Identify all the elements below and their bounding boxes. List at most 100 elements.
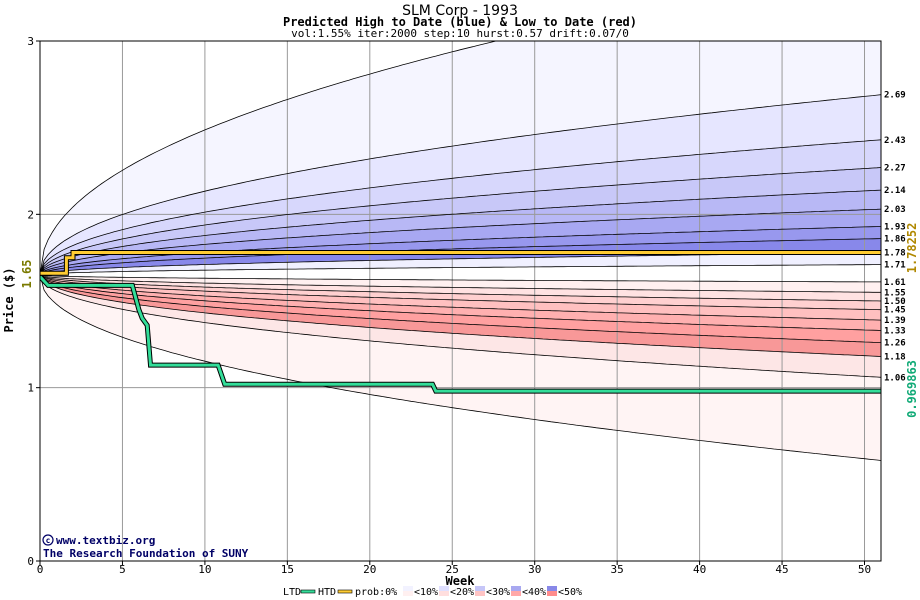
end-value-labels: 2.69 2.43 2.27 2.14 2.03 1.93 1.86 1.78 1.71 1.61… bbox=[884, 91, 906, 384]
end-value-label-12: 1.45 bbox=[884, 306, 906, 316]
x-tick-label-10: 10 bbox=[198, 563, 211, 576]
band-upper-3 bbox=[40, 167, 881, 275]
probability-bands bbox=[40, 41, 881, 561]
end-value-label-9: 1.61 bbox=[884, 278, 906, 288]
start-price-label: 1.65 bbox=[20, 260, 34, 289]
band-upper-1 bbox=[40, 94, 881, 275]
quantile-line-4 bbox=[40, 189, 881, 276]
quantile-line-18 bbox=[40, 274, 881, 378]
quantile-line-5 bbox=[40, 208, 881, 276]
band-upper-0 bbox=[40, 41, 881, 275]
band-lower-1 bbox=[40, 275, 881, 301]
y-tick-label-2: 2 bbox=[27, 208, 34, 221]
legend-item-label-0: <10% bbox=[414, 587, 438, 598]
high-to-date-label: 1.78252 bbox=[905, 223, 919, 274]
copyright-icon-letter: c bbox=[46, 536, 51, 545]
band-upper-2 bbox=[40, 139, 881, 275]
series-layer bbox=[40, 250, 881, 394]
quantile-lines bbox=[40, 41, 881, 461]
legend-htd-swatch bbox=[337, 589, 353, 594]
legend-swatch-blue-3 bbox=[511, 586, 521, 591]
band-lower-7 bbox=[40, 275, 881, 378]
band-upper-5 bbox=[40, 209, 881, 275]
end-value-label-2: 2.27 bbox=[884, 164, 906, 174]
end-value-label-0: 2.69 bbox=[884, 91, 906, 101]
band-lower-3 bbox=[40, 275, 881, 321]
x-axis-label: Week bbox=[446, 574, 476, 588]
end-value-label-6: 1.86 bbox=[884, 235, 906, 245]
watermark-link[interactable]: www.textbiz.org bbox=[56, 534, 155, 547]
band-median bbox=[40, 264, 881, 282]
htd-series-line bbox=[40, 251, 881, 275]
legend-swatch-red-3 bbox=[511, 591, 521, 596]
band-lower-6 bbox=[40, 275, 881, 357]
x-tick-label-20: 20 bbox=[363, 563, 376, 576]
band-upper-7 bbox=[40, 238, 881, 275]
x-tick-label-0: 0 bbox=[37, 563, 44, 576]
band-lower-0 bbox=[40, 275, 881, 293]
end-value-label-17: 1.06 bbox=[884, 373, 906, 383]
end-value-label-7: 1.78 bbox=[884, 248, 906, 258]
legend-prob-label: prob:0% bbox=[355, 587, 397, 598]
legend-item-label-2: <30% bbox=[486, 587, 510, 598]
x-tick-label-25: 25 bbox=[446, 563, 459, 576]
quantile-line-11 bbox=[40, 274, 881, 293]
legend-swatch-blue-0 bbox=[403, 586, 413, 591]
band-lower-8 bbox=[40, 275, 881, 461]
credit-text: The Research Foundation of SUNY bbox=[43, 547, 249, 560]
quantile-line-3 bbox=[40, 167, 881, 276]
legend-swatch-red-4 bbox=[547, 591, 557, 596]
axes: 0 5 10 15 20 25 30 35 40 45 50 0 1 2 3 bbox=[27, 35, 871, 576]
end-value-label-14: 1.33 bbox=[884, 326, 906, 336]
legend-ltd-swatch bbox=[300, 589, 316, 594]
chart-legend: LTD HTD prob:0% <10% <20% <30% <40% <50% bbox=[283, 586, 582, 598]
quantile-line-16 bbox=[40, 274, 881, 343]
legend-item-label-1: <20% bbox=[450, 587, 474, 598]
x-tick-label-35: 35 bbox=[611, 563, 624, 576]
quantile-line-15 bbox=[40, 274, 881, 331]
low-to-date-label: 0.969863 bbox=[905, 360, 919, 418]
legend-item-label-3: <40% bbox=[522, 587, 546, 598]
legend-ltd-label: LTD bbox=[283, 587, 301, 598]
end-value-label-13: 1.39 bbox=[884, 316, 906, 326]
legend-swatch-red-1 bbox=[439, 591, 449, 596]
end-value-label-8: 1.71 bbox=[884, 261, 906, 271]
quantile-line-10 bbox=[40, 274, 881, 283]
y-tick-label-1: 1 bbox=[27, 382, 34, 395]
quantile-line-14 bbox=[40, 274, 881, 321]
chart-params: vol:1.55% iter:2000 step:10 hurst:0.57 d… bbox=[291, 27, 629, 40]
quantile-line-12 bbox=[40, 274, 881, 302]
quantile-line-19 bbox=[40, 274, 881, 461]
legend-swatch-blue-1 bbox=[439, 586, 449, 591]
y-tick-label-3: 3 bbox=[27, 35, 34, 48]
quantile-line-7 bbox=[40, 238, 881, 276]
end-value-label-4: 2.03 bbox=[884, 205, 906, 215]
legend-swatch-blue-4 bbox=[547, 586, 557, 591]
ltd-series-line bbox=[40, 275, 881, 393]
quantile-line-13 bbox=[40, 274, 881, 311]
x-tick-label-40: 40 bbox=[693, 563, 706, 576]
end-value-label-3: 2.14 bbox=[884, 186, 906, 196]
x-tick-label-30: 30 bbox=[528, 563, 541, 576]
band-upper-4 bbox=[40, 190, 881, 275]
x-tick-label-5: 5 bbox=[119, 563, 126, 576]
chart-title: SLM Corp - 1993 bbox=[402, 3, 518, 19]
quantile-line-1 bbox=[40, 94, 881, 276]
end-value-label-16: 1.18 bbox=[884, 352, 906, 362]
copyright-icon bbox=[42, 534, 54, 546]
x-tick-label-15: 15 bbox=[281, 563, 294, 576]
legend-item-label-4: <50% bbox=[558, 587, 582, 598]
end-value-label-5: 1.93 bbox=[884, 222, 906, 232]
quantile-line-0 bbox=[40, 41, 498, 276]
quantile-line-17 bbox=[40, 274, 881, 357]
end-value-label-1: 2.43 bbox=[884, 136, 906, 146]
plot-frame bbox=[39, 40, 882, 562]
y-axis-label: Price ($) bbox=[2, 267, 16, 332]
quantile-line-2 bbox=[40, 139, 881, 276]
band-upper-6 bbox=[40, 226, 881, 275]
legend-swatch-red-2 bbox=[475, 591, 485, 596]
legend-swatch-blue-2 bbox=[475, 586, 485, 591]
end-value-label-10: 1.55 bbox=[884, 288, 906, 298]
x-tick-label-50: 50 bbox=[858, 563, 871, 576]
end-value-label-15: 1.26 bbox=[884, 339, 906, 349]
